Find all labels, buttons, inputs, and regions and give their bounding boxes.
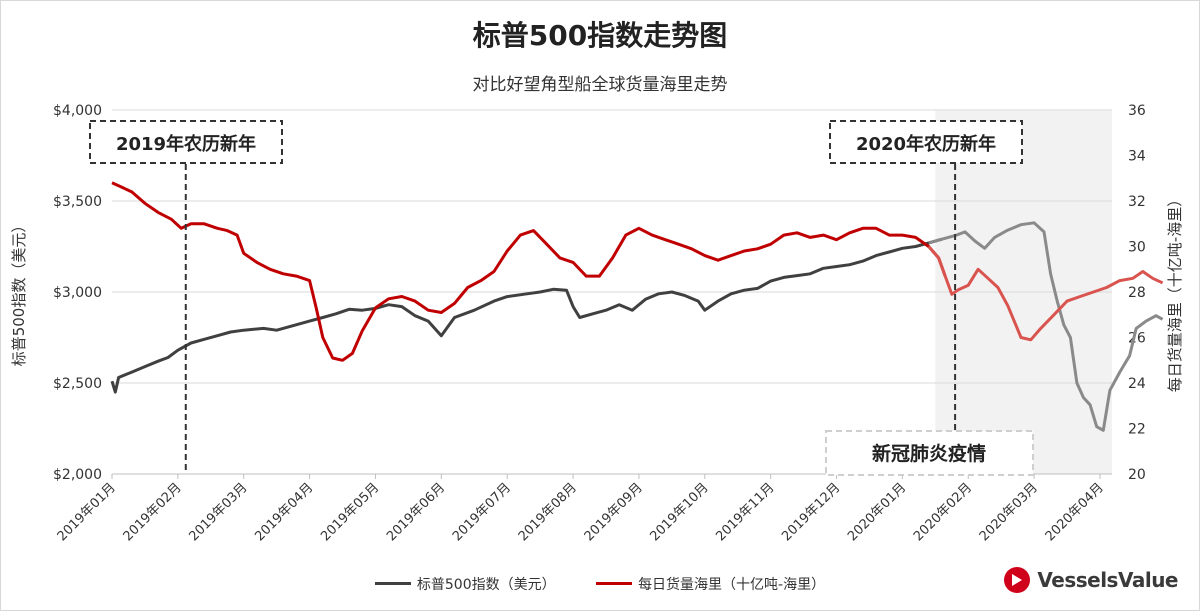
chart-title: 标普500指数走势图: [472, 19, 728, 52]
x-tick-label: 2019年04月: [252, 480, 316, 544]
x-tick-label: 2019年10月: [648, 480, 712, 544]
brand-name: VesselsValue: [1037, 568, 1178, 592]
x-tick-label: 2019年06月: [384, 480, 448, 544]
y-left-tick-label: $4,000: [53, 103, 102, 119]
legend-swatch-sp500: [374, 582, 411, 585]
covid-label-box: [825, 430, 1034, 476]
x-tick-label: 2019年09月: [582, 480, 646, 544]
y-right-tick-label: 20: [1128, 467, 1146, 483]
x-tick-label: 2019年07月: [450, 480, 514, 544]
x-tick-label: 2019年02月: [121, 480, 185, 544]
y-right-axis-title: 每日货量海里（十亿吨-海里）: [1166, 192, 1184, 392]
x-tick-label: 2019年08月: [516, 480, 580, 544]
series-line-sp500-covid: [928, 221, 1164, 432]
series-line-tonne-miles-covid: [927, 245, 1164, 342]
y-right-tick-label: 34: [1128, 149, 1146, 165]
legend-item-sp500: 标普500指数（美元）: [374, 574, 556, 594]
series-line-tonne-miles: [111, 181, 947, 362]
vesselsvalue-logo-icon: [1004, 567, 1031, 593]
y-right-tick-label: 32: [1128, 194, 1146, 210]
y-left-tick-label: $2,000: [53, 467, 102, 483]
y-left-tick-label: $3,500: [53, 194, 102, 210]
y-left-axis-title: 标普500指数（美元）: [10, 218, 28, 367]
y-right-tick-label: 22: [1128, 422, 1146, 438]
series-line-sp500: [110, 237, 943, 394]
legend-label-tonne-miles: 每日货量海里（十亿吨-海里）: [638, 576, 826, 593]
y-left-tick-label: $3,000: [53, 285, 102, 301]
x-tick-label: 2020年04月: [1043, 480, 1107, 544]
y-right-tick-label: 36: [1128, 103, 1146, 119]
legend-item-tonne-miles: 每日货量海里（十亿吨-海里）: [596, 574, 825, 594]
legend: 标普500指数（美元） 每日货量海里（十亿吨-海里）: [0, 573, 1200, 594]
y-left-tick-label: $2,500: [53, 376, 102, 392]
cny-annotation-box: [829, 120, 1023, 164]
cny-annotation-box: [89, 120, 283, 164]
brand-logo: VesselsValue: [1003, 566, 1178, 594]
covid-label: 新冠肺炎疫情: [872, 442, 986, 465]
x-tick-label: 2019年03月: [186, 480, 250, 544]
y-right-tick-label: 28: [1128, 285, 1146, 301]
y-right-tick-label: 24: [1128, 376, 1146, 392]
x-tick-label: 2019年05月: [318, 480, 382, 544]
y-right-tick-label: 30: [1128, 240, 1146, 256]
cny-annotation-label: 2019年农历新年: [116, 133, 256, 155]
cny-annotation-label: 2020年农历新年: [856, 133, 996, 155]
x-tick-label: 2019年01月: [55, 480, 119, 544]
x-tick-label: 2019年11月: [713, 480, 777, 544]
chart-subtitle: 对比好望角型船全球货量海里走势: [472, 75, 728, 95]
y-right-tick-label: 26: [1128, 331, 1146, 347]
x-tick-label: 2020年03月: [977, 480, 1041, 544]
x-tick-label: 2020年02月: [911, 480, 975, 544]
x-tick-label: 2020年01月: [845, 480, 909, 544]
x-tick-label: 2019年12月: [779, 480, 843, 544]
legend-label-sp500: 标普500指数（美元）: [416, 576, 556, 593]
legend-swatch-tonne-miles: [596, 582, 633, 585]
